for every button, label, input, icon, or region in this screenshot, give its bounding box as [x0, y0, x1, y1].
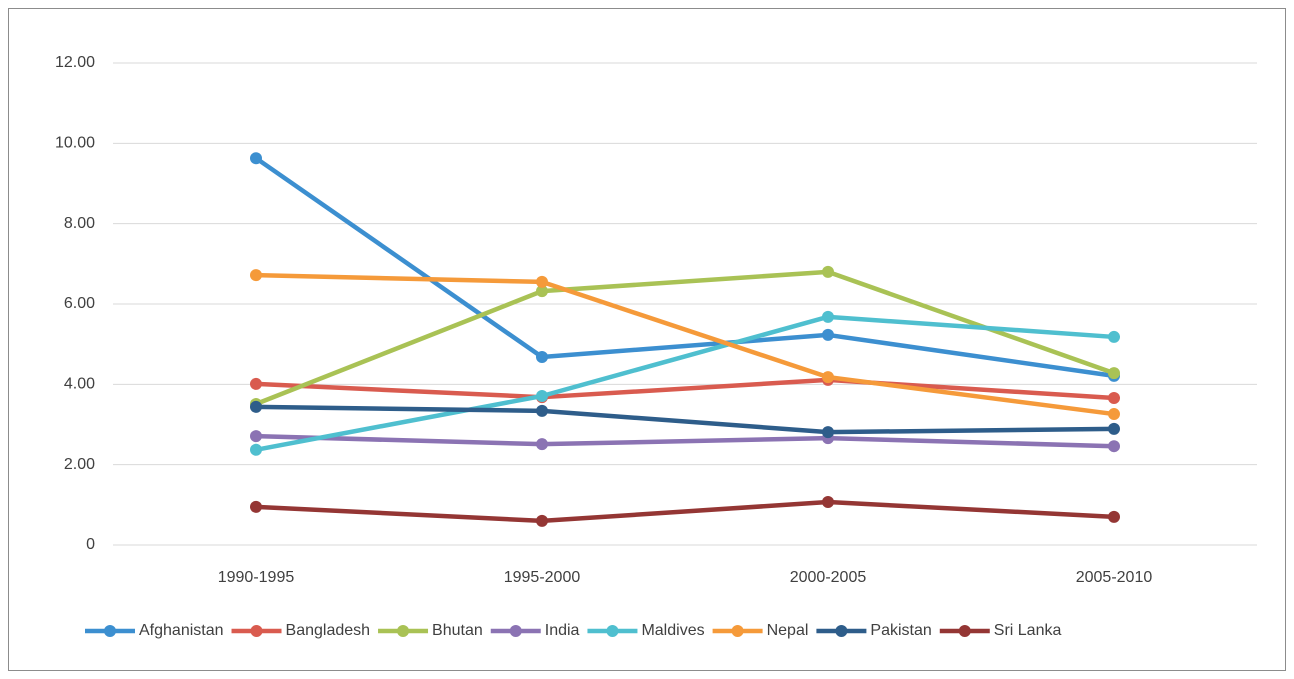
y-tick-label: 0	[86, 536, 95, 553]
point-marker	[536, 389, 548, 402]
point-marker	[250, 400, 262, 413]
point-marker	[250, 500, 262, 513]
point-marker	[250, 152, 262, 165]
legend-label: India	[545, 622, 580, 639]
point-marker	[1108, 510, 1120, 523]
series-line	[255, 404, 1115, 435]
legend-marker	[397, 625, 410, 637]
series-line	[255, 433, 1115, 449]
legend-label: Bangladesh	[286, 622, 371, 639]
legend-marker	[606, 625, 619, 637]
point-marker	[536, 285, 548, 298]
legend-marker	[835, 625, 848, 637]
series-line	[255, 377, 1115, 401]
legend-label: Maldives	[641, 622, 704, 639]
point-marker	[536, 438, 548, 451]
point-marker	[822, 426, 834, 439]
legend-marker	[958, 625, 971, 637]
legend-marker	[731, 625, 744, 637]
legend-marker	[104, 625, 116, 637]
legend-marker	[250, 625, 263, 637]
series-line	[255, 499, 1115, 524]
point-marker	[536, 351, 548, 364]
series-line	[255, 314, 1115, 453]
point-marker	[1108, 330, 1120, 343]
point-marker	[822, 496, 834, 509]
y-tick-label: 8.00	[64, 215, 95, 232]
series-line	[254, 156, 1115, 379]
point-marker	[536, 404, 548, 417]
point-marker	[822, 310, 834, 323]
x-tick-label: 1995-2000	[504, 569, 581, 586]
y-tick-label: 4.00	[64, 376, 95, 393]
legend-label: Nepal	[767, 622, 809, 639]
legend-marker	[509, 625, 522, 637]
x-tick-label: 2005-2010	[1076, 569, 1153, 586]
point-marker	[1108, 422, 1120, 435]
point-marker	[250, 377, 262, 390]
y-tick-label: 6.00	[64, 295, 95, 312]
point-marker	[822, 328, 834, 341]
point-marker	[250, 443, 262, 456]
x-tick-label: 1990-1995	[218, 569, 295, 586]
point-marker	[822, 371, 834, 384]
y-tick-label: 12.00	[55, 54, 95, 71]
point-marker	[250, 269, 262, 282]
legend-label: Afghanistan	[139, 622, 224, 639]
point-marker	[1108, 408, 1120, 421]
point-marker	[1108, 391, 1120, 404]
point-marker	[1108, 440, 1120, 453]
series-line	[255, 269, 1115, 407]
chart-border	[8, 8, 1286, 671]
legend-label: Bhutan	[432, 622, 483, 639]
point-marker	[536, 514, 548, 527]
series-line	[255, 272, 1115, 417]
point-marker	[822, 265, 834, 278]
point-marker	[250, 430, 262, 443]
y-tick-label: 2.00	[64, 456, 95, 473]
legend-label: Pakistan	[870, 622, 931, 639]
point-marker	[536, 275, 548, 288]
legend-label: Sri Lanka	[994, 622, 1062, 639]
x-tick-label: 2000-2005	[790, 569, 867, 586]
point-marker	[1108, 367, 1120, 380]
y-tick-label: 10.00	[55, 135, 95, 152]
